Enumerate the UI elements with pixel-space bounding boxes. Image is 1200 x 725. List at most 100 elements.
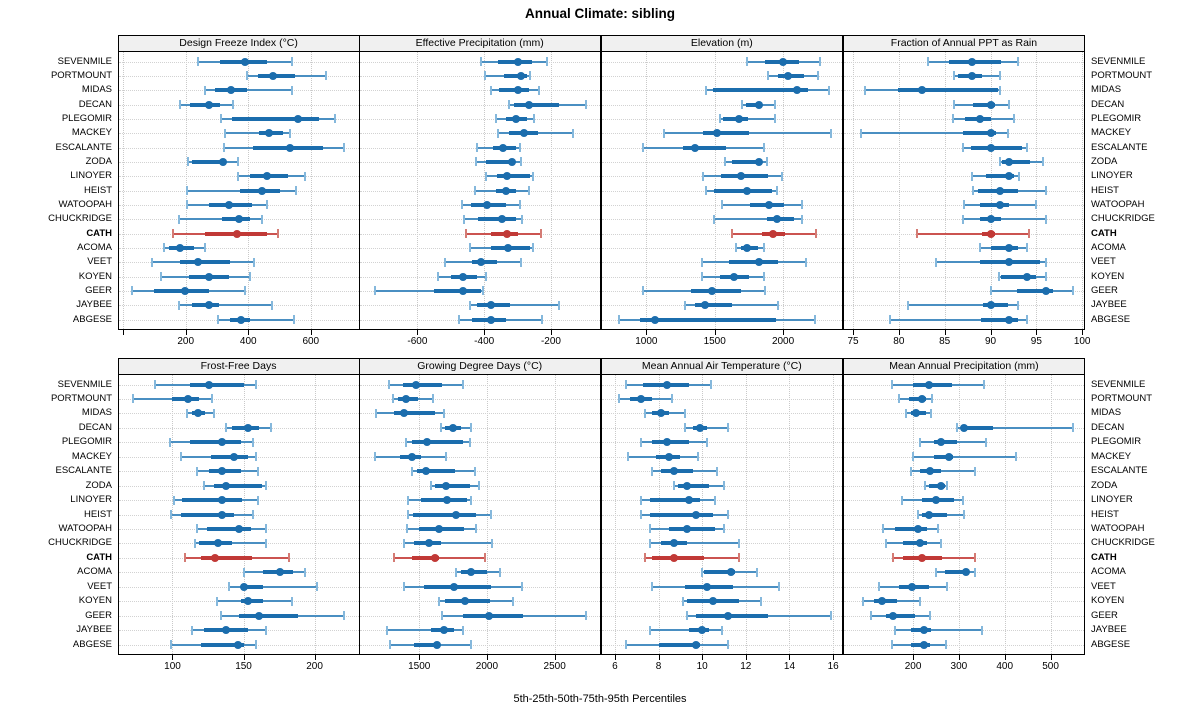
axis-tick-label: 600 <box>302 336 320 347</box>
horizontal-gridline <box>601 161 842 163</box>
box-25-75 <box>991 245 1018 250</box>
median-dot <box>218 510 227 519</box>
whisker-cap <box>945 582 948 592</box>
median-dot <box>669 467 678 476</box>
whisker-cap <box>934 257 937 267</box>
whisker-5-95 <box>649 542 740 545</box>
whisker-cap <box>295 186 298 195</box>
median-dot <box>257 186 266 195</box>
median-dot <box>269 71 278 80</box>
whisker-cap <box>288 553 290 563</box>
station-label-left: ESCALANTE <box>55 141 113 153</box>
whisker-cap <box>533 114 536 124</box>
whisker-cap <box>696 452 699 462</box>
whisker-cap <box>470 495 473 505</box>
whisker-cap <box>766 71 769 81</box>
whisker-cap <box>185 200 188 210</box>
median-dot <box>936 481 945 490</box>
station-label-left: ACOMA <box>77 566 112 578</box>
whisker-cap <box>918 596 921 606</box>
horizontal-gridline <box>601 456 842 458</box>
horizontal-gridline <box>843 276 1084 278</box>
whisker-5-95 <box>685 304 779 307</box>
median-dot <box>778 57 787 66</box>
whisker-cap <box>951 114 954 124</box>
whisker-cap <box>704 85 707 95</box>
median-dot <box>519 129 528 138</box>
box-25-75 <box>651 555 705 560</box>
axis-tick-label: 1500 <box>408 661 431 672</box>
axis-tick <box>646 330 648 335</box>
axis-tick-label: 6 <box>612 661 618 672</box>
median-dot <box>976 114 985 123</box>
whisker-cap <box>640 437 643 447</box>
median-dot <box>205 380 214 389</box>
whisker-cap <box>204 85 207 95</box>
median-dot <box>968 71 977 80</box>
station-label-right: PLEGOMIR <box>1091 112 1142 124</box>
panel-header: Elevation (m) <box>600 35 843 52</box>
whisker-cap <box>764 286 767 296</box>
whisker-cap <box>1035 200 1038 210</box>
figure-caption: 5th-25th-50th-75th-95th Percentiles <box>513 693 687 705</box>
median-dot <box>483 200 492 209</box>
box-25-75 <box>200 642 244 647</box>
whisker-cap <box>484 71 487 81</box>
box-25-75 <box>240 599 264 604</box>
station-label-left: ABGESE <box>72 638 112 650</box>
box-25-75 <box>402 382 443 387</box>
whisker-cap <box>245 71 248 81</box>
whisker-cap <box>177 214 180 224</box>
whisker-cap <box>403 538 406 548</box>
horizontal-gridline <box>601 233 842 235</box>
whisker-cap <box>863 85 866 95</box>
median-dot <box>513 86 522 95</box>
median-dot <box>451 510 460 519</box>
station-label-right: WATOOPAH <box>1091 198 1145 210</box>
whisker-cap <box>626 452 629 462</box>
median-dot <box>691 640 700 649</box>
station-label-right: ESCALANTE <box>1091 465 1148 477</box>
horizontal-gridline <box>359 630 600 632</box>
whisker-cap <box>662 128 665 138</box>
whisker-cap <box>464 229 467 238</box>
horizontal-gridline <box>843 601 1084 603</box>
whisker-cap <box>393 553 396 563</box>
box-25-75 <box>746 102 762 107</box>
median-dot <box>450 582 459 591</box>
station-label-left: SEVENMILE <box>57 378 112 390</box>
station-label-left: WATOOPAH <box>58 522 112 534</box>
whisker-cap <box>256 466 259 476</box>
axis-tick <box>185 330 187 335</box>
station-label-right: GEER <box>1091 609 1118 621</box>
median-dot <box>440 626 449 635</box>
median-dot <box>205 272 214 281</box>
whisker-cap <box>624 640 627 649</box>
panel-plot <box>600 374 843 655</box>
whisker-cap <box>470 423 473 433</box>
panel-header: Mean Annual Air Temperature (°C) <box>600 358 843 375</box>
whisker-cap <box>817 71 820 81</box>
whisker-cap <box>774 100 777 109</box>
horizontal-gridline <box>359 427 600 429</box>
median-dot <box>424 539 433 548</box>
station-label-right: PORTMOUNT <box>1091 392 1153 404</box>
horizontal-gridline <box>359 500 600 502</box>
whisker-cap <box>813 315 816 324</box>
whisker-cap <box>324 71 327 81</box>
horizontal-gridline <box>843 190 1084 192</box>
median-dot <box>486 301 495 310</box>
median-dot <box>498 143 507 152</box>
axis-tick-label: 8 <box>655 661 662 672</box>
box-25-75 <box>182 498 243 503</box>
median-dot <box>229 452 238 461</box>
median-dot <box>224 200 233 209</box>
median-dot <box>449 423 458 432</box>
whisker-cap <box>962 214 965 224</box>
median-dot <box>502 172 511 181</box>
horizontal-gridline <box>601 471 842 473</box>
axis-tick-label: -600 <box>407 336 428 347</box>
station-label-right: DECAN <box>1091 421 1125 433</box>
median-dot <box>1004 243 1013 252</box>
whisker-cap <box>617 315 620 324</box>
